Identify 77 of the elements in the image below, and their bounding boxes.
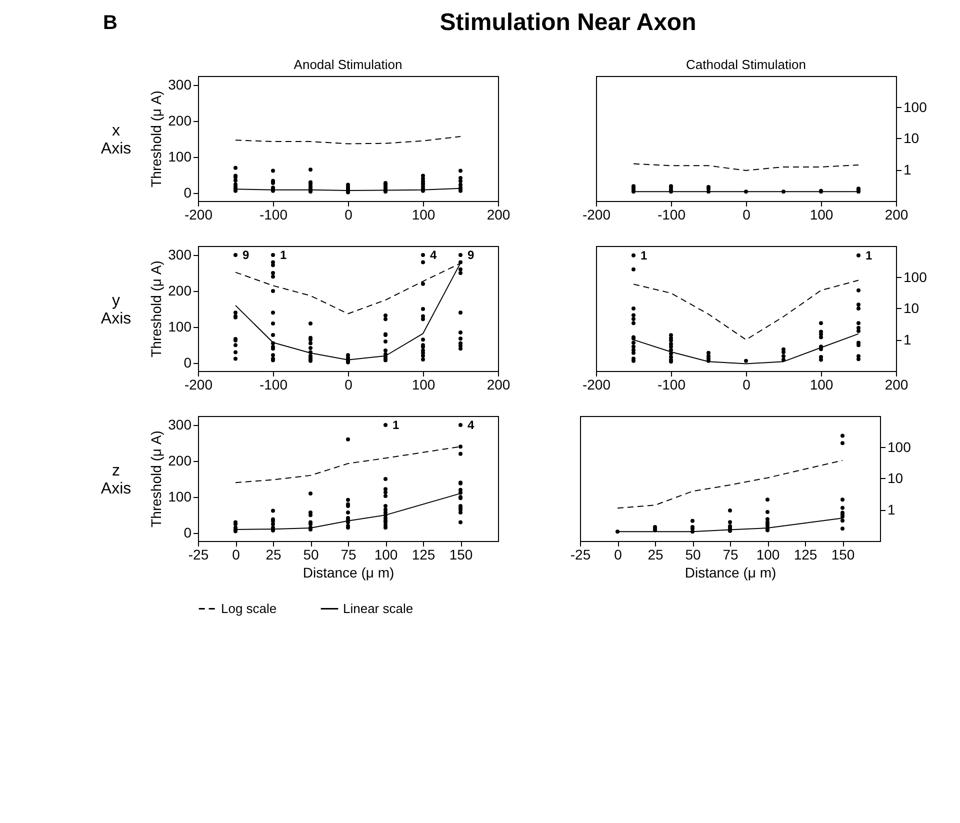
x-tick-label: -25 bbox=[570, 546, 591, 562]
x-tick-label: 0 bbox=[232, 546, 240, 562]
x-tick-label: 100 bbox=[412, 206, 436, 222]
x-tick-label: 150 bbox=[831, 546, 855, 562]
y-tick-label: 0 bbox=[184, 524, 192, 541]
x-tick-label: 100 bbox=[374, 546, 398, 562]
x-tick-label: -200 bbox=[184, 376, 213, 392]
text: z Axis bbox=[100, 462, 132, 498]
annotation: 1 bbox=[280, 248, 287, 262]
y-tick-label: 0 bbox=[184, 184, 192, 201]
x-tick-label: -200 bbox=[184, 206, 213, 222]
x-tick-label: -100 bbox=[657, 206, 686, 222]
y-tick-label: 100 bbox=[904, 268, 928, 285]
y-tick-label: 100 bbox=[168, 148, 192, 165]
x-tick-label: 25 bbox=[648, 546, 664, 562]
x-tick-label: 0 bbox=[742, 376, 751, 392]
text: x Axis bbox=[100, 122, 132, 158]
y-tick-label: 100 bbox=[904, 98, 928, 115]
x-tick-label: 50 bbox=[303, 546, 319, 562]
x-tick-label: 50 bbox=[685, 546, 701, 562]
x-tick-label: 25 bbox=[266, 546, 282, 562]
y-tick-label: 200 bbox=[168, 112, 192, 129]
x-tick-label: 125 bbox=[412, 546, 436, 562]
y-tick-label: 1 bbox=[888, 501, 896, 518]
y-tick-label: 0 bbox=[184, 354, 192, 371]
y-tick-label: 300 bbox=[168, 246, 192, 263]
y-tick-label: 300 bbox=[168, 416, 192, 433]
y-axis-title: Threshold (μ A) bbox=[148, 430, 164, 528]
x-tick-label: -200 bbox=[582, 206, 611, 222]
x-tick-label: -25 bbox=[188, 546, 209, 562]
x-tick-label: 0 bbox=[614, 546, 622, 562]
annotation: 1 bbox=[866, 248, 872, 262]
y-tick-label: 1 bbox=[904, 161, 912, 178]
x-tick-label: 100 bbox=[810, 206, 834, 222]
x-tick-label: -200 bbox=[582, 376, 611, 392]
annotation: 4 bbox=[430, 248, 437, 262]
x-tick-label: 200 bbox=[486, 206, 510, 222]
x-tick-label: 75 bbox=[722, 546, 738, 562]
x-tick-label: -100 bbox=[657, 376, 686, 392]
text: B bbox=[103, 12, 118, 34]
y-tick-label: 10 bbox=[904, 130, 920, 146]
y-tick-label: 100 bbox=[168, 488, 192, 505]
x-tick-label: 125 bbox=[794, 546, 818, 562]
legend-label: Log scale bbox=[221, 600, 277, 616]
legend-label: Linear scale bbox=[343, 600, 414, 616]
x-tick-label: 0 bbox=[344, 376, 353, 392]
x-tick-label: 200 bbox=[486, 376, 510, 392]
text: Stimulation Near Axon bbox=[440, 9, 696, 36]
y-tick-label: 10 bbox=[888, 470, 904, 486]
chart-title: Anodal Stimulation bbox=[294, 57, 402, 72]
x-tick-label: 75 bbox=[340, 546, 356, 562]
annotation: 4 bbox=[468, 418, 474, 432]
y-axis-title: Threshold (μ A) bbox=[148, 90, 164, 188]
x-tick-label: 100 bbox=[412, 376, 436, 392]
x-tick-label: 0 bbox=[742, 206, 751, 222]
y-tick-label: 300 bbox=[168, 76, 192, 93]
annotation: 1 bbox=[392, 418, 400, 432]
annotation: 1 bbox=[640, 248, 648, 262]
x-axis-title: Distance (μ m) bbox=[684, 564, 776, 580]
x-tick-label: -100 bbox=[259, 376, 288, 392]
y-tick-label: 100 bbox=[168, 318, 192, 335]
y-tick-label: 1 bbox=[904, 331, 912, 348]
annotation: 9 bbox=[242, 248, 250, 262]
text: y Axis bbox=[100, 292, 132, 328]
y-tick-label: 100 bbox=[888, 438, 912, 455]
chart-title: Cathodal Stimulation bbox=[686, 57, 806, 72]
x-axis-title: Distance (μ m) bbox=[302, 564, 394, 580]
x-tick-label: 100 bbox=[810, 376, 834, 392]
y-tick-label: 200 bbox=[168, 282, 192, 299]
y-axis-title: Threshold (μ A) bbox=[148, 260, 164, 358]
x-tick-label: 0 bbox=[344, 206, 353, 222]
x-tick-label: 100 bbox=[756, 546, 780, 562]
y-tick-label: 200 bbox=[168, 452, 192, 469]
annotation: 9 bbox=[468, 248, 474, 262]
x-tick-label: -100 bbox=[259, 206, 288, 222]
x-tick-label: 150 bbox=[449, 546, 473, 562]
y-tick-label: 10 bbox=[904, 300, 920, 316]
